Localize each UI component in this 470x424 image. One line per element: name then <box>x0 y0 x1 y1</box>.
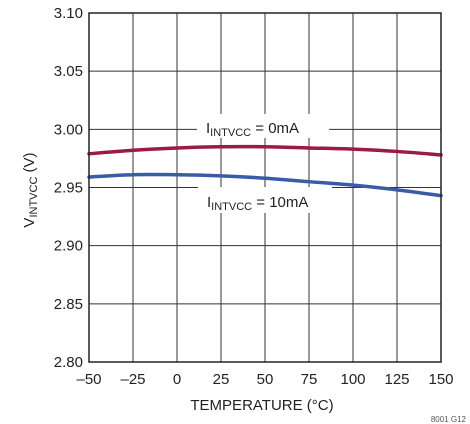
x-tick-label: –50 <box>76 371 101 388</box>
x-tick-label: 0 <box>173 371 181 388</box>
x-tick-label: –25 <box>120 371 145 388</box>
x-tick-label: 150 <box>428 371 453 388</box>
series-lines <box>87 144 443 198</box>
figure-reference: 8001 G12 <box>431 415 467 424</box>
y-tick-label: 2.80 <box>54 354 83 371</box>
y-tick-label: 3.00 <box>54 121 83 138</box>
x-tick-label: 75 <box>301 371 318 388</box>
x-tick-label: 50 <box>257 371 274 388</box>
y-tick-label: 2.95 <box>54 180 83 197</box>
label-mask-series-0 <box>197 114 329 138</box>
y-tick-label: 2.85 <box>54 296 83 313</box>
y-tick-label: 2.90 <box>54 238 83 255</box>
plot-frame <box>88 12 442 363</box>
label-mask-series-1 <box>198 187 332 213</box>
y-axis-label: VINTVCC (V) <box>21 152 40 227</box>
series-label-1: IINTVCC = 10mA <box>207 194 308 213</box>
y-tick-label: 3.10 <box>54 5 83 22</box>
series-line-0 <box>87 144 443 157</box>
x-tick-label: 125 <box>384 371 409 388</box>
y-tick-label: 3.05 <box>54 63 83 80</box>
x-axis-label: TEMPERATURE (°C) <box>190 397 333 414</box>
y-tick-labels: 2.80 2.85 2.90 2.95 3.00 3.05 3.10 <box>54 5 83 371</box>
x-tick-labels: –50 –25 0 25 50 75 100 125 150 <box>76 371 453 388</box>
series-line-1 <box>87 172 443 198</box>
x-tick-label: 25 <box>213 371 230 388</box>
x-tick-label: 100 <box>340 371 365 388</box>
series-label-0: IINTVCC = 0mA <box>206 120 299 139</box>
